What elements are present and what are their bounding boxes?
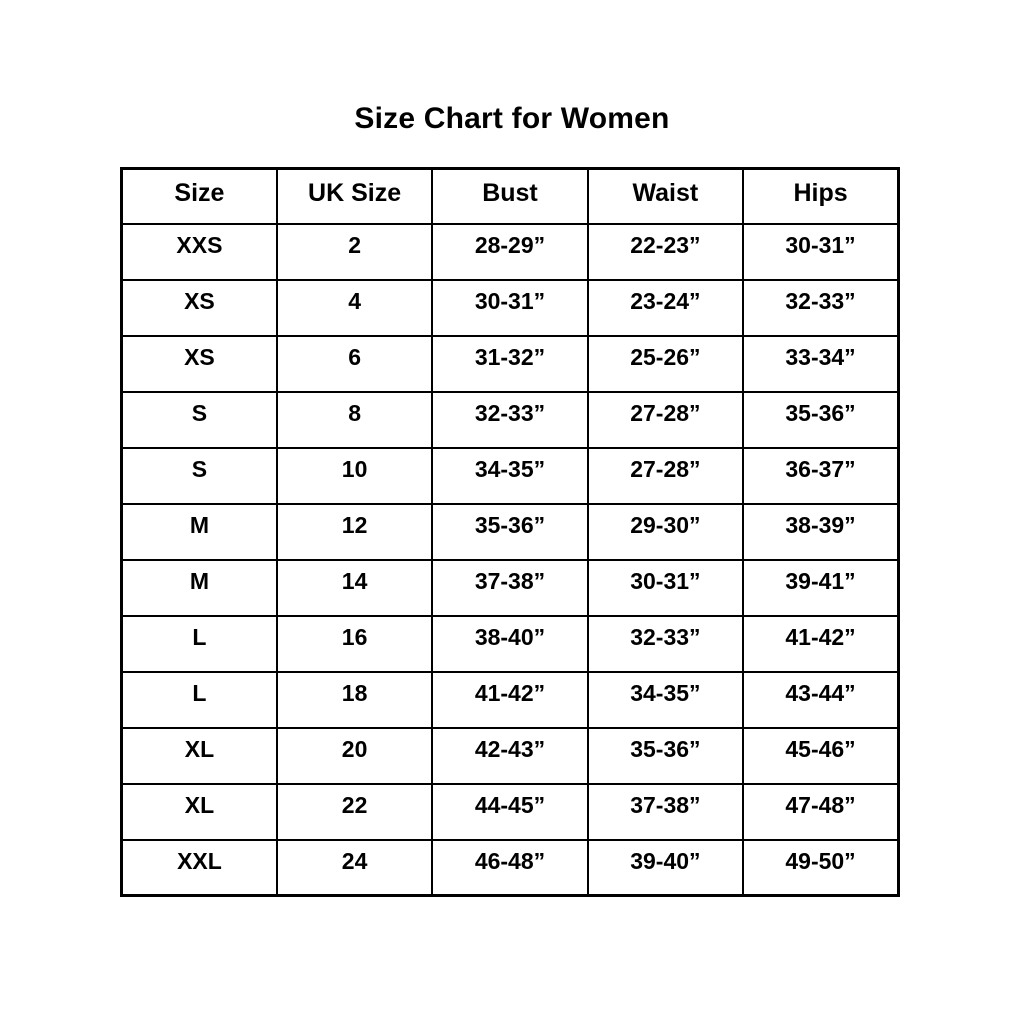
table-body: XXS 2 28-29” 22-23” 30-31” XS 4 30-31” 2… (120, 222, 900, 897)
cell-size: XS (120, 278, 278, 337)
size-chart-table: Size UK Size Bust Waist Hips XXS 2 28-29… (120, 167, 900, 897)
cell-bust: 32-33” (431, 390, 589, 449)
table-row: M 12 35-36” 29-30” 38-39” (120, 502, 900, 561)
cell-bust: 34-35” (431, 446, 589, 505)
cell-hips: 49-50” (742, 838, 900, 897)
cell-uk-size: 8 (275, 390, 434, 449)
cell-hips: 33-34” (742, 334, 900, 393)
cell-size: S (120, 390, 278, 449)
cell-waist: 29-30” (586, 502, 745, 561)
cell-uk-size: 22 (275, 782, 434, 841)
cell-uk-size: 18 (275, 670, 434, 729)
table-row: XL 22 44-45” 37-38” 47-48” (120, 782, 900, 841)
cell-bust: 28-29” (431, 222, 589, 281)
cell-size: XL (120, 782, 278, 841)
cell-waist: 34-35” (586, 670, 745, 729)
cell-hips: 43-44” (742, 670, 900, 729)
cell-waist: 37-38” (586, 782, 745, 841)
cell-waist: 39-40” (586, 838, 745, 897)
cell-bust: 41-42” (431, 670, 589, 729)
table-row: M 14 37-38” 30-31” 39-41” (120, 558, 900, 617)
cell-hips: 38-39” (742, 502, 900, 561)
cell-bust: 38-40” (431, 614, 589, 673)
cell-uk-size: 20 (275, 726, 434, 785)
cell-waist: 27-28” (586, 390, 745, 449)
cell-uk-size: 12 (275, 502, 434, 561)
cell-bust: 42-43” (431, 726, 589, 785)
table-row: S 10 34-35” 27-28” 36-37” (120, 446, 900, 505)
cell-size: XXS (120, 222, 278, 281)
cell-hips: 30-31” (742, 222, 900, 281)
cell-size: XL (120, 726, 278, 785)
table-row: XXS 2 28-29” 22-23” 30-31” (120, 222, 900, 281)
cell-bust: 31-32” (431, 334, 589, 393)
cell-uk-size: 2 (275, 222, 434, 281)
header-row: Size UK Size Bust Waist Hips (120, 167, 900, 225)
cell-bust: 35-36” (431, 502, 589, 561)
cell-waist: 25-26” (586, 334, 745, 393)
header-cell-waist: Waist (586, 167, 745, 225)
table-row: L 18 41-42” 34-35” 43-44” (120, 670, 900, 729)
cell-uk-size: 16 (275, 614, 434, 673)
cell-bust: 37-38” (431, 558, 589, 617)
cell-waist: 32-33” (586, 614, 745, 673)
cell-uk-size: 14 (275, 558, 434, 617)
cell-hips: 45-46” (742, 726, 900, 785)
cell-bust: 44-45” (431, 782, 589, 841)
cell-hips: 41-42” (742, 614, 900, 673)
cell-hips: 35-36” (742, 390, 900, 449)
cell-size: XXL (120, 838, 278, 897)
cell-uk-size: 10 (275, 446, 434, 505)
cell-bust: 30-31” (431, 278, 589, 337)
table-row: XL 20 42-43” 35-36” 45-46” (120, 726, 900, 785)
table-row: L 16 38-40” 32-33” 41-42” (120, 614, 900, 673)
cell-hips: 32-33” (742, 278, 900, 337)
cell-hips: 39-41” (742, 558, 900, 617)
page-title: Size Chart for Women (354, 102, 670, 135)
header-cell-bust: Bust (431, 167, 589, 225)
cell-uk-size: 6 (275, 334, 434, 393)
cell-size: M (120, 558, 278, 617)
cell-hips: 47-48” (742, 782, 900, 841)
cell-hips: 36-37” (742, 446, 900, 505)
table-row: XS 6 31-32” 25-26” 33-34” (120, 334, 900, 393)
cell-size: XS (120, 334, 278, 393)
cell-waist: 22-23” (586, 222, 745, 281)
cell-size: L (120, 614, 278, 673)
cell-uk-size: 4 (275, 278, 434, 337)
cell-waist: 35-36” (586, 726, 745, 785)
table-row: XS 4 30-31” 23-24” 32-33” (120, 278, 900, 337)
cell-waist: 27-28” (586, 446, 745, 505)
cell-waist: 23-24” (586, 278, 745, 337)
cell-waist: 30-31” (586, 558, 745, 617)
table-header: Size UK Size Bust Waist Hips (120, 167, 900, 225)
table-row: S 8 32-33” 27-28” 35-36” (120, 390, 900, 449)
cell-size: M (120, 502, 278, 561)
cell-uk-size: 24 (275, 838, 434, 897)
header-cell-size: Size (120, 167, 278, 225)
cell-size: L (120, 670, 278, 729)
header-cell-hips: Hips (742, 167, 900, 225)
cell-size: S (120, 446, 278, 505)
cell-bust: 46-48” (431, 838, 589, 897)
table-row: XXL 24 46-48” 39-40” 49-50” (120, 838, 900, 897)
header-cell-uk-size: UK Size (275, 167, 434, 225)
